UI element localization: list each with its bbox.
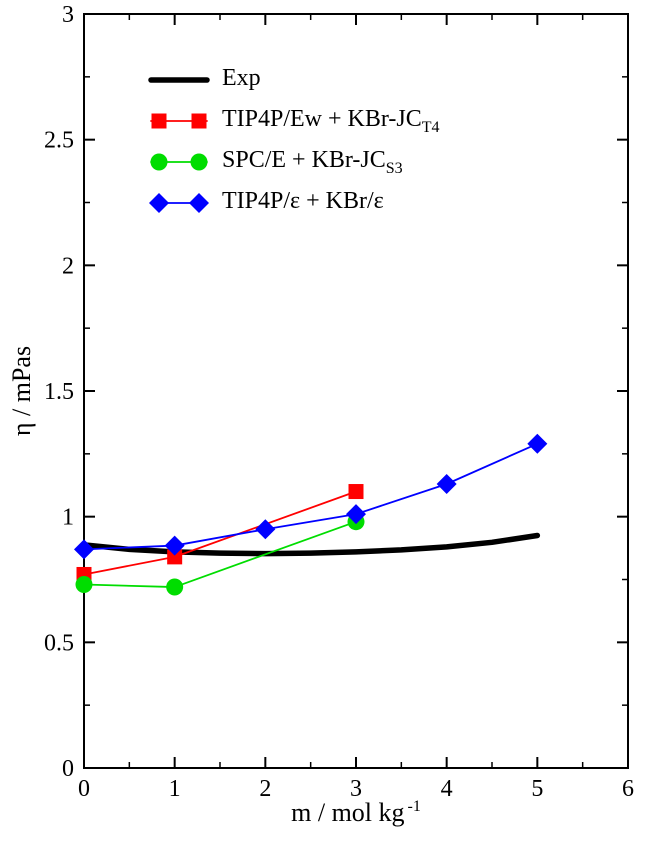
x-axis-label: m / mol kg -1	[84, 798, 628, 828]
data-point-diamond	[346, 504, 366, 525]
x-tick-label: 4	[441, 776, 453, 802]
data-point-square	[167, 549, 183, 565]
x-tick-label: 3	[350, 776, 362, 802]
legend-label-exp: Exp	[222, 64, 261, 91]
green-circle-line-swatch	[150, 153, 208, 171]
series-tip4pew	[76, 484, 364, 582]
major-ticks	[83, 13, 629, 769]
x-axis-label-exponent: -1	[407, 798, 421, 816]
y-tick-label: 1.5	[44, 379, 74, 405]
series-tip4peps	[74, 433, 548, 560]
legend-entry-tip4pew: TIP4P/Ew + KBr-JCT4	[148, 105, 440, 137]
y-tick-label: 1	[62, 505, 74, 531]
legend-label-tip4peps: TIP4P/ε + KBr/ε	[222, 187, 384, 214]
series-line	[83, 490, 357, 576]
y-tick-label: 0.5	[44, 630, 74, 656]
legend-entry-tip4peps: TIP4P/ε + KBr/ε	[148, 187, 440, 219]
x-tick-label: 1	[169, 776, 181, 802]
data-point-diamond	[74, 539, 94, 560]
blue-diamond-line-swatch	[149, 193, 209, 213]
data-point-diamond	[527, 433, 548, 454]
y-tick-label: 2.5	[44, 128, 74, 154]
data-point-diamond	[436, 473, 457, 494]
legend-entry-exp: Exp	[148, 64, 440, 96]
y-axis-label: η / mPas	[7, 345, 36, 437]
x-tick-label: 0	[78, 776, 90, 802]
red-square-line-swatch	[150, 113, 208, 129]
series-exp	[81, 532, 541, 557]
exp-line-swatch	[148, 77, 210, 83]
data-point-square	[348, 484, 364, 500]
data-point-circle	[75, 576, 93, 594]
legend-label-tip4pew: TIP4P/Ew + KBr-JCT4	[222, 105, 440, 136]
legend-label-spce: SPC/E + KBr-JCS3	[222, 146, 403, 177]
y-tick-label: 2	[62, 253, 74, 279]
legend: Exp TIP4P/Ew + KBr-JCT4 SPC/E + KBr-JCS3…	[148, 64, 440, 219]
legend-entry-spce: SPC/E + KBr-JCS3	[148, 146, 440, 178]
minor-ticks	[84, 14, 628, 768]
y-tick-label: 0	[62, 756, 74, 782]
data-point-diamond	[164, 535, 185, 556]
y-tick-label: 3	[62, 2, 74, 28]
x-axis-label-text: m / mol kg	[291, 798, 405, 827]
x-tick-label: 2	[259, 776, 271, 802]
x-tick-label: 5	[531, 776, 543, 802]
data-point-diamond	[255, 519, 276, 540]
series-line	[83, 442, 539, 551]
series-line	[81, 532, 541, 557]
data-point-circle	[166, 578, 184, 596]
x-tick-label: 6	[622, 776, 634, 802]
